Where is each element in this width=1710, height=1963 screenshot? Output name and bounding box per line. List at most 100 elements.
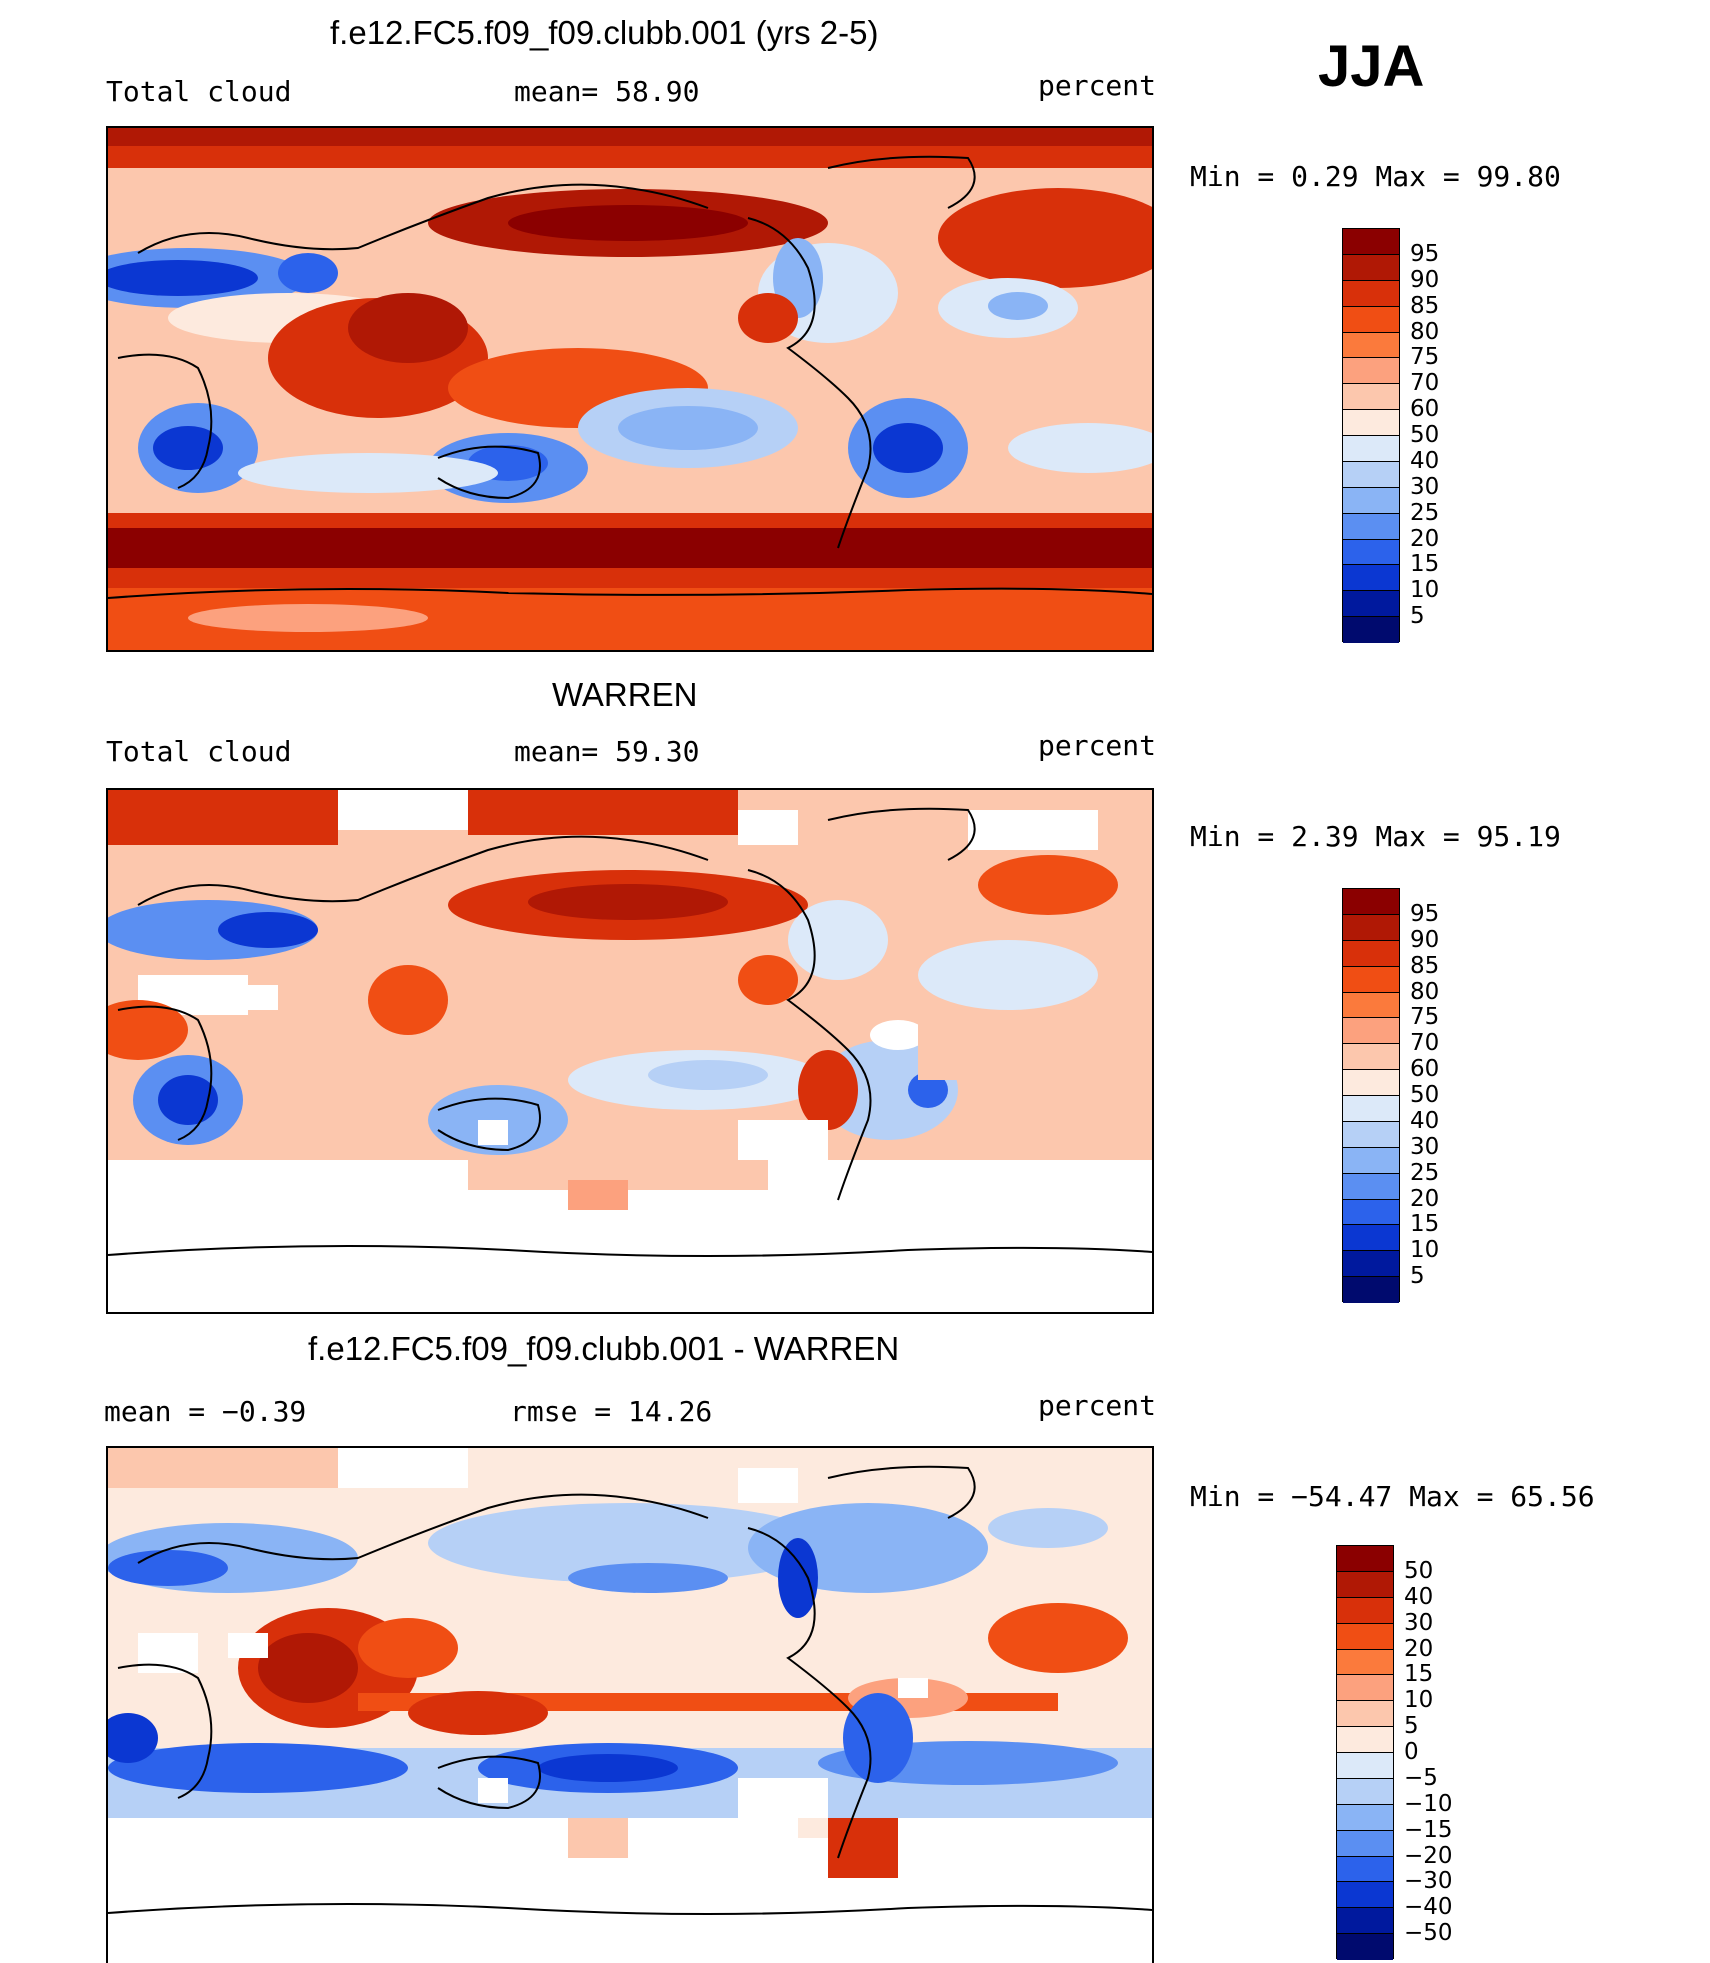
panel-3-map-svg	[108, 1448, 1152, 1961]
colorbar-tick-label: −30	[1404, 1868, 1453, 1895]
colorbar-swatch	[1337, 1908, 1393, 1935]
panel-3-minmax: Min = −54.47 Max = 65.56	[1190, 1480, 1595, 1513]
panel-3-rmse-label: rmse = 14.26	[510, 1395, 713, 1428]
colorbar-swatch	[1343, 1096, 1399, 1122]
colorbar-tick-label: 10	[1410, 577, 1440, 604]
colorbar-swatch	[1343, 889, 1399, 915]
colorbar-swatch	[1343, 591, 1399, 618]
colorbar-swatch	[1343, 1251, 1399, 1278]
colorbar-tick-label: 60	[1410, 1056, 1440, 1083]
colorbar-swatch	[1343, 332, 1399, 359]
colorbar-tick-label: 95	[1410, 240, 1440, 267]
colorbar-swatch	[1337, 1571, 1393, 1598]
colorbar-swatch	[1337, 1882, 1393, 1909]
colorbar-tick-label: 75	[1410, 344, 1440, 371]
panel-1-minmax: Min = 0.29 Max = 99.80	[1190, 160, 1561, 193]
panel-1-mean-label: mean= 58.90	[514, 75, 700, 108]
colorbar-tick-label: 20	[1410, 525, 1440, 552]
colorbar-swatch	[1337, 1727, 1393, 1753]
colorbar-tick-label: 10	[1404, 1687, 1434, 1714]
colorbar-tick-label: 30	[1410, 1133, 1440, 1160]
colorbar-tick-label: −50	[1404, 1920, 1453, 1947]
panel-3-colorbar: 50 40 30 20 15 10 5 0 −5 −10 −15 −20 −30 −40 −50	[1336, 1545, 1453, 1960]
colorbar-tick-label: 25	[1410, 499, 1440, 526]
panel-2-title: WARREN	[552, 676, 698, 713]
colorbar-swatch	[1343, 384, 1399, 411]
panel-2-map-svg	[108, 790, 1152, 1312]
colorbar-box	[1342, 228, 1400, 643]
colorbar-tick-label: 80	[1410, 318, 1440, 345]
colorbar-swatch	[1343, 1070, 1399, 1096]
panel-1-map	[106, 126, 1154, 652]
colorbar-tick-label: 40	[1410, 1107, 1440, 1134]
colorbar-tick-label: 40	[1410, 447, 1440, 474]
panel-3-title: f.e12.FC5.f09_f09.clubb.001 - WARREN	[308, 1330, 900, 1367]
panel-2-colorbar: 95 90 85 80 75 70 60 50 40 30 25 20 15 10 5	[1342, 888, 1439, 1303]
colorbar-swatch	[1343, 461, 1399, 488]
colorbar-swatch	[1337, 1597, 1393, 1624]
colorbar-swatch	[1343, 914, 1399, 941]
colorbar-tick-label: 30	[1410, 473, 1440, 500]
colorbar-swatch	[1343, 358, 1399, 385]
colorbar-tick-label: 20	[1404, 1635, 1434, 1662]
colorbar-tick-label: 5	[1410, 603, 1425, 630]
colorbar-tick-label: 40	[1404, 1583, 1434, 1610]
colorbar-tick-label: 15	[1410, 1211, 1440, 1238]
colorbar-swatch	[1337, 1546, 1393, 1572]
colorbar-tick-label: 25	[1410, 1159, 1440, 1186]
colorbar-tick-label: 90	[1410, 266, 1440, 293]
colorbar-tick-label: 0	[1404, 1739, 1419, 1765]
colorbar-swatch	[1343, 306, 1399, 333]
colorbar-swatch	[1343, 940, 1399, 967]
colorbar-swatch	[1343, 487, 1399, 514]
panel-2-map	[106, 788, 1154, 1314]
colorbar-tick-label: −15	[1404, 1816, 1453, 1843]
colorbar-swatch	[1343, 1277, 1399, 1303]
colorbar-tick-label: 70	[1410, 370, 1440, 397]
colorbar-swatch	[1337, 1623, 1393, 1650]
colorbar-tick-label: 85	[1410, 292, 1440, 319]
colorbar-swatch	[1343, 280, 1399, 307]
colorbar-swatch	[1343, 539, 1399, 566]
colorbar-tick-label: −20	[1404, 1842, 1453, 1869]
colorbar-swatch	[1343, 966, 1399, 993]
colorbar-tick-label: 5	[1410, 1263, 1425, 1290]
colorbar-tick-label: 15	[1410, 551, 1440, 578]
colorbar-tick-label: 5	[1404, 1713, 1419, 1740]
colorbar-swatch	[1337, 1675, 1393, 1702]
colorbar-swatch	[1343, 1225, 1399, 1252]
panel-1-colorbar: 95 90 85 80 75 70 60 50 40 30 25 20 15 10 5	[1342, 228, 1439, 643]
colorbar-swatch	[1343, 992, 1399, 1019]
colorbar-tick-label: 30	[1404, 1609, 1434, 1636]
panel-3-units-label: percent	[1038, 1389, 1157, 1422]
colorbar-tick-label: 60	[1410, 396, 1440, 423]
panel-2-minmax: Min = 2.39 Max = 95.19	[1190, 820, 1561, 853]
colorbar-swatch	[1337, 1701, 1393, 1728]
colorbar-swatch	[1343, 1199, 1399, 1226]
colorbar-tick-label: −40	[1404, 1894, 1453, 1921]
colorbar-swatch	[1343, 254, 1399, 281]
colorbar-swatch	[1343, 229, 1399, 255]
panel-3-mean-label: mean = −0.39	[104, 1395, 307, 1428]
panel-2-units-label: percent	[1038, 729, 1157, 762]
colorbar-tick-label: 70	[1410, 1030, 1440, 1057]
colorbar-swatch	[1337, 1753, 1393, 1779]
colorbar-tick-label: −5	[1404, 1764, 1438, 1791]
colorbar-tick-label: 75	[1410, 1004, 1440, 1031]
colorbar-swatch	[1343, 1018, 1399, 1045]
colorbar-swatch	[1343, 617, 1399, 643]
colorbar-tick-label: 10	[1410, 1237, 1440, 1264]
panel-1-units-label: percent	[1038, 69, 1157, 102]
colorbar-swatch	[1337, 1830, 1393, 1857]
panel-1-map-svg	[108, 128, 1152, 650]
colorbar-tick-label: 90	[1410, 926, 1440, 953]
colorbar-tick-label: 80	[1410, 978, 1440, 1005]
colorbar-tick-label: 15	[1404, 1661, 1434, 1688]
colorbar-swatch	[1343, 1121, 1399, 1148]
colorbar-swatch	[1337, 1804, 1393, 1831]
colorbar-tick-label: −10	[1404, 1790, 1453, 1817]
panel-1-title: f.e12.FC5.f09_f09.clubb.001 (yrs 2-5)	[330, 14, 879, 51]
panel-1-variable-label: Total cloud	[106, 75, 292, 108]
panel-2-mean-label: mean= 59.30	[514, 735, 700, 768]
